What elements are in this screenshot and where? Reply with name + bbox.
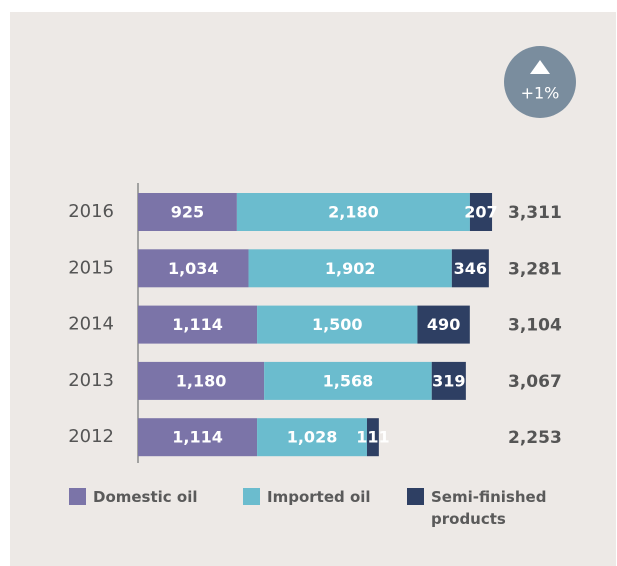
bar-segment xyxy=(257,418,367,457)
bar-segment xyxy=(138,418,258,457)
badge-label: +1% xyxy=(521,84,560,103)
value-label: 1,028 xyxy=(287,428,338,447)
value-label: 490 xyxy=(427,315,460,334)
bar-segment xyxy=(431,361,466,400)
value-label: 346 xyxy=(454,259,487,278)
bar-segment xyxy=(451,249,489,288)
y-tick-label: 2014 xyxy=(68,314,114,335)
value-label: 1,114 xyxy=(172,315,223,334)
value-label: 111 xyxy=(356,428,389,447)
badge-arrow xyxy=(530,60,550,74)
bar-segment xyxy=(264,361,432,400)
y-tick-label: 2016 xyxy=(68,201,114,222)
bar-segment xyxy=(417,305,470,344)
legend-label: Domestic oil xyxy=(93,488,198,506)
bar-segment xyxy=(236,193,470,231)
total-label: 2,253 xyxy=(508,428,562,448)
legend-item: Imported oil xyxy=(243,486,371,508)
legend-item: Domestic oil xyxy=(69,486,198,508)
value-label: 1,500 xyxy=(312,315,363,334)
bar-segment xyxy=(138,249,249,288)
bar-segment xyxy=(257,305,418,344)
value-label: 1,034 xyxy=(168,259,219,278)
bar-segment xyxy=(248,249,452,288)
total-label: 3,104 xyxy=(508,316,562,336)
value-label: 1,180 xyxy=(176,371,227,390)
value-label: 207 xyxy=(464,203,497,222)
value-label: 1,114 xyxy=(172,428,223,447)
legend-label: Semi-finished products xyxy=(431,488,547,528)
legend-swatch xyxy=(243,488,260,505)
legend-swatch xyxy=(407,488,424,505)
total-label: 3,281 xyxy=(508,259,562,279)
bar-segment xyxy=(138,361,265,400)
value-label: 1,568 xyxy=(323,371,374,390)
bar-segment xyxy=(138,193,237,231)
legend-label: Imported oil xyxy=(267,488,371,506)
y-tick-label: 2013 xyxy=(68,370,114,391)
value-label: 319 xyxy=(432,371,465,390)
value-label: 1,902 xyxy=(325,259,376,278)
badge xyxy=(504,46,576,118)
bar-segment xyxy=(138,305,258,344)
total-label: 3,311 xyxy=(508,203,562,223)
legend-swatch xyxy=(69,488,86,505)
legend-item: Semi-finished products xyxy=(407,486,561,530)
y-tick-label: 2012 xyxy=(68,426,114,447)
bar-segment xyxy=(469,193,493,231)
y-tick-label: 2015 xyxy=(68,257,114,278)
value-label: 925 xyxy=(171,203,204,222)
bar-segment xyxy=(366,418,379,457)
value-label: 2,180 xyxy=(328,203,379,222)
total-label: 3,067 xyxy=(508,372,562,392)
